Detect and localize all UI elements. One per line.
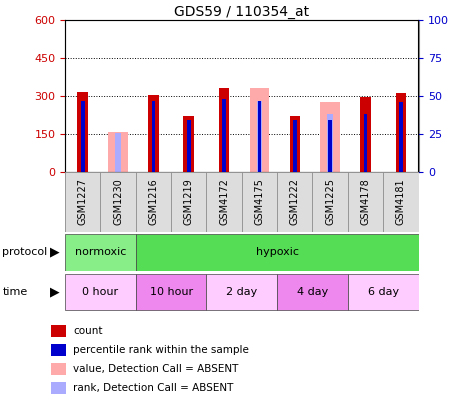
Text: rank, Detection Call = ABSENT: rank, Detection Call = ABSENT (73, 383, 233, 393)
Bar (187, 120, 191, 172)
Bar (171, 172, 206, 232)
Text: 4 day: 4 day (297, 287, 328, 297)
Bar (136, 234, 418, 270)
Text: ▶: ▶ (50, 246, 60, 259)
Text: value, Detection Call = ABSENT: value, Detection Call = ABSENT (73, 364, 239, 374)
Title: GDS59 / 110354_at: GDS59 / 110354_at (174, 5, 309, 19)
Bar (277, 172, 312, 232)
Bar (136, 172, 171, 232)
Text: time: time (2, 287, 27, 297)
Text: 2 day: 2 day (226, 287, 258, 297)
Bar (206, 274, 277, 310)
Text: 10 hour: 10 hour (150, 287, 193, 297)
Text: GSM1230: GSM1230 (113, 179, 123, 225)
Bar (320, 103, 340, 172)
Text: GSM4181: GSM4181 (396, 179, 406, 225)
Text: 0 hour: 0 hour (82, 287, 119, 297)
Text: 6 day: 6 day (368, 287, 399, 297)
Bar (258, 101, 261, 172)
Bar (364, 114, 367, 172)
Text: GSM4172: GSM4172 (219, 179, 229, 225)
Bar (396, 93, 406, 172)
Text: normoxic: normoxic (75, 248, 126, 257)
Bar (383, 172, 418, 232)
Bar (100, 172, 136, 232)
Bar (360, 97, 371, 172)
Bar (115, 133, 121, 172)
Bar (51, 325, 66, 337)
Text: GSM1227: GSM1227 (78, 179, 88, 225)
Bar (348, 274, 418, 310)
Bar (293, 120, 297, 172)
Bar (148, 95, 159, 172)
Bar (65, 274, 136, 310)
Bar (81, 101, 85, 172)
Bar (257, 101, 262, 172)
Bar (65, 234, 136, 270)
Bar (51, 382, 66, 394)
Text: GSM1219: GSM1219 (184, 179, 194, 225)
Bar (242, 172, 277, 232)
Bar (152, 101, 155, 172)
Bar (290, 116, 300, 172)
Bar (78, 92, 88, 172)
Bar (312, 172, 348, 232)
Bar (277, 274, 348, 310)
Text: GSM1222: GSM1222 (290, 179, 300, 225)
Text: percentile rank within the sample: percentile rank within the sample (73, 345, 249, 355)
Bar (219, 88, 229, 172)
Text: GSM1216: GSM1216 (148, 179, 159, 225)
Bar (327, 114, 333, 172)
Bar (51, 344, 66, 356)
Text: count: count (73, 326, 103, 336)
Bar (51, 363, 66, 375)
Text: GSM4178: GSM4178 (360, 179, 371, 225)
Bar (108, 131, 128, 172)
Bar (184, 116, 194, 172)
Text: GSM1225: GSM1225 (325, 179, 335, 225)
Bar (328, 120, 332, 172)
Bar (250, 88, 269, 172)
Text: ▶: ▶ (50, 286, 60, 298)
Bar (65, 172, 100, 232)
Text: GSM4175: GSM4175 (254, 179, 265, 225)
Bar (222, 99, 226, 172)
Bar (206, 172, 242, 232)
Bar (136, 274, 206, 310)
Bar (348, 172, 383, 232)
Bar (399, 102, 403, 172)
Text: hypoxic: hypoxic (256, 248, 299, 257)
Text: protocol: protocol (2, 247, 47, 257)
